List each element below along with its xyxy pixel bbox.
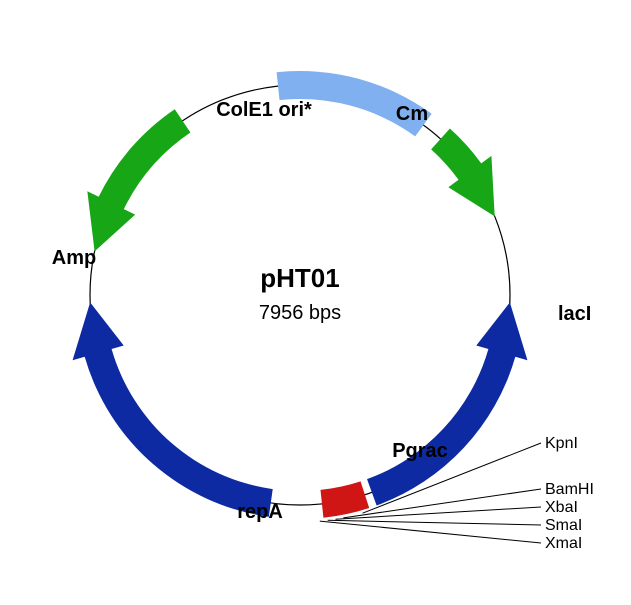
feature-label-pgrac: Pgrac [392, 440, 448, 462]
site-label-kpnI: KpnI [545, 435, 578, 452]
site-tick-smaI [328, 520, 541, 525]
feature-label-colE1: ColE1 ori* [216, 99, 312, 121]
site-label-smaI: SmaI [545, 517, 582, 534]
site-label-xbaI: XbaI [545, 499, 578, 516]
plasmid-name: pHT01 [260, 263, 339, 293]
feature-label-repA: repA [237, 501, 283, 523]
feature-lacI [367, 302, 527, 505]
plasmid-size: 7956 bps [259, 302, 341, 324]
feature-pgrac [320, 481, 369, 517]
feature-amp [87, 109, 190, 251]
feature-cm [431, 129, 495, 217]
plasmid-map: ColE1 ori* Cm lacI Pgrac repA Amp KpnI BamHIXba… [0, 0, 631, 605]
feature-label-lacI: lacI [558, 303, 591, 325]
site-label-xmaI: XmaI [545, 535, 582, 552]
feature-label-cm: Cm [396, 103, 428, 125]
site-label-bamHI: BamHI [545, 481, 594, 498]
feature-repA [73, 302, 273, 516]
feature-label-amp: Amp [52, 247, 96, 269]
